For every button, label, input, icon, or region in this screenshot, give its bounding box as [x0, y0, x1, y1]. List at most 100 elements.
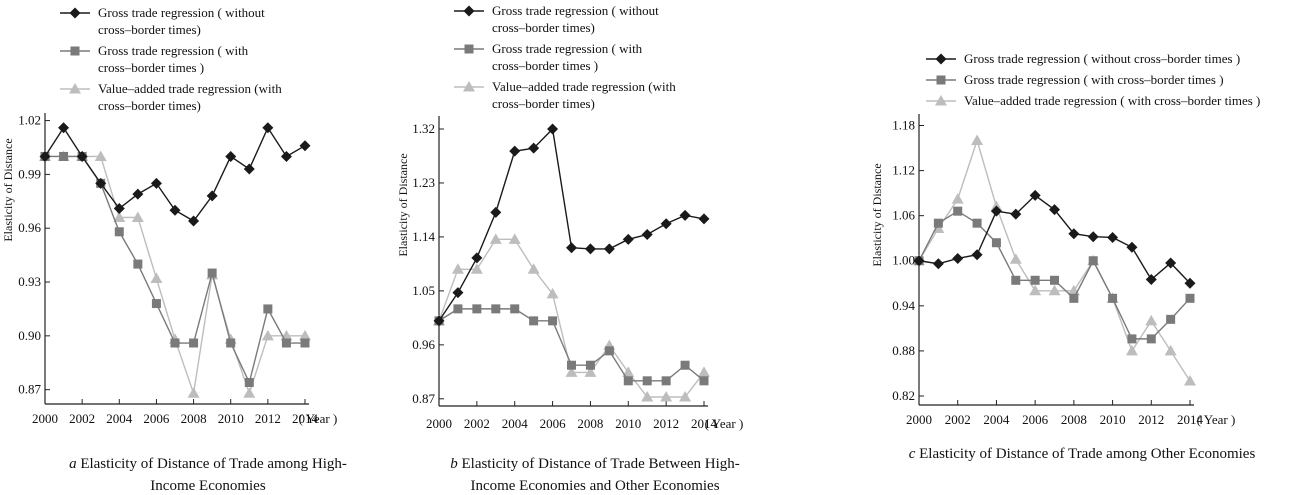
series-square: [914, 206, 1195, 344]
data-point: [546, 287, 559, 299]
data-point: [76, 150, 88, 162]
data-point: [1165, 257, 1177, 269]
legend-entry-text: Value–added trade regression (with: [98, 81, 282, 96]
data-point: [471, 252, 483, 264]
data-point: [133, 259, 143, 269]
legend: Gross trade regression ( without cross–bo…: [454, 3, 676, 111]
x-axis-label: ( Year ): [299, 411, 338, 426]
data-point: [280, 150, 292, 162]
legend-entry-text: Value–added trade regression (with: [492, 79, 676, 94]
data-point: [1145, 314, 1158, 326]
data-point: [453, 304, 463, 314]
series-line: [45, 155, 305, 396]
series-line: [45, 155, 305, 385]
y-axis-label: Elasticity of Distance: [870, 163, 884, 266]
data-point: [472, 304, 482, 314]
data-point: [1068, 228, 1080, 240]
data-point: [933, 218, 943, 228]
data-point: [188, 215, 200, 227]
data-point: [603, 243, 615, 255]
data-point: [1088, 256, 1098, 266]
data-point: [661, 376, 671, 386]
y-axis-label: Elasticity of Distance: [1, 138, 15, 241]
data-point: [528, 142, 540, 154]
data-point: [490, 206, 502, 218]
legend-entry-text: Gross trade regression ( without: [98, 5, 265, 20]
series-diamond: [39, 122, 311, 227]
data-point: [642, 376, 652, 386]
data-point: [299, 329, 311, 341]
data-point: [113, 211, 126, 222]
data-point: [623, 376, 633, 386]
data-point: [150, 272, 163, 283]
data-point: [971, 249, 983, 261]
x-tick-label: 2006: [143, 411, 170, 426]
data-point: [470, 263, 483, 274]
data-point: [451, 263, 464, 274]
data-point: [243, 163, 255, 175]
series-square: [434, 304, 709, 386]
y-tick-label: 0.82: [892, 388, 915, 403]
chart-caption: a Elasticity of Distance of Trade among …: [69, 456, 347, 472]
data-point: [679, 209, 691, 221]
data-point: [1010, 208, 1022, 220]
data-point: [952, 252, 964, 264]
legend-marker: [935, 95, 947, 106]
x-tick-label: 2004: [106, 411, 133, 426]
data-point: [567, 360, 576, 370]
data-point: [244, 377, 254, 387]
legend-marker: [936, 75, 946, 85]
y-tick-label: 1.00: [892, 253, 915, 268]
y-tick-label: 0.88: [892, 343, 915, 358]
data-point: [261, 329, 274, 341]
data-point: [1145, 274, 1157, 286]
y-tick-label: 0.96: [18, 220, 41, 235]
data-point: [132, 188, 144, 200]
data-point: [1184, 277, 1196, 289]
data-point: [971, 134, 984, 146]
data-point: [300, 338, 310, 348]
x-tick-label: 2014: [691, 416, 718, 431]
data-point: [566, 242, 577, 254]
legend-entry-text: cross–border times): [98, 98, 201, 113]
y-tick-label: 1.23: [412, 175, 435, 190]
data-point: [452, 287, 464, 299]
y-axis-label: Elasticity of Distance: [396, 153, 410, 256]
caption-letter: a: [69, 456, 80, 472]
data-point: [990, 205, 1002, 217]
data-point: [1049, 204, 1060, 216]
y-tick-label: 1.06: [892, 208, 915, 223]
y-tick-label: 1.32: [412, 121, 435, 136]
x-tick-label: 2000: [906, 412, 932, 427]
data-point: [991, 238, 1001, 248]
x-tick-label: 2010: [218, 411, 244, 426]
data-point: [913, 255, 925, 267]
data-point: [489, 233, 502, 244]
data-point: [1127, 334, 1137, 344]
data-point: [680, 360, 690, 370]
data-point: [584, 366, 597, 377]
data-point: [509, 145, 521, 157]
y-tick-label: 0.94: [892, 298, 915, 313]
caption-line: Elasticity of Distance of Trade Between …: [461, 456, 739, 472]
data-point: [114, 227, 124, 237]
x-tick-label: 2014: [292, 411, 319, 426]
x-tick-label: 2004: [983, 412, 1010, 427]
series-square: [40, 151, 310, 387]
data-point: [698, 366, 710, 377]
data-point: [1048, 284, 1061, 296]
x-tick-label: 2008: [577, 416, 603, 431]
data-point: [226, 338, 236, 348]
legend-marker: [935, 53, 947, 65]
legend-entry-text: cross–border times): [98, 22, 201, 37]
y-tick-label: 1.14: [412, 229, 435, 244]
x-axis-label: ( Year ): [1197, 412, 1236, 427]
caption-line: Elasticity of Distance of Trade among Ot…: [919, 446, 1255, 462]
series-diamond: [913, 189, 1196, 289]
legend: Gross trade regression ( without cross–bo…: [60, 5, 282, 113]
x-tick-label: 2010: [1100, 412, 1126, 427]
x-tick-label: 2000: [426, 416, 452, 431]
legend-marker: [464, 44, 474, 54]
data-point: [187, 387, 200, 398]
